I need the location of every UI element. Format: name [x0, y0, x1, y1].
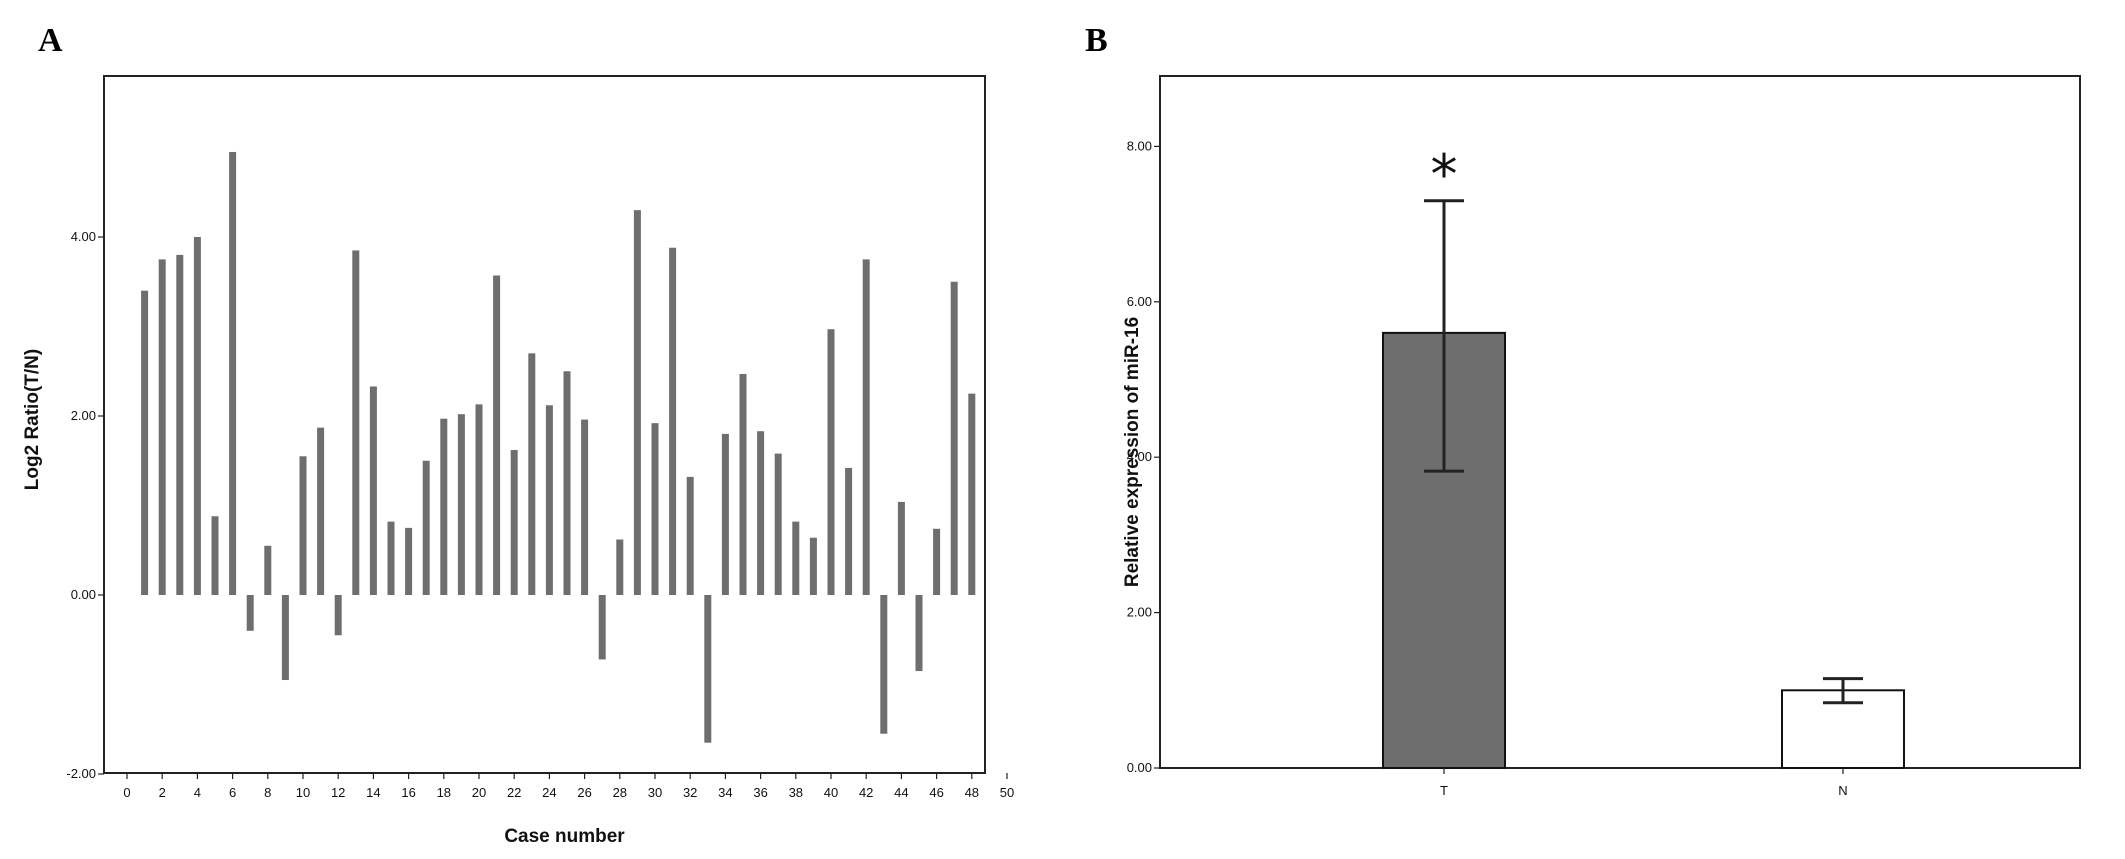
- chart-a-x-tick-label: 22: [507, 785, 521, 800]
- chart-b-significance-annotation: *: [1431, 143, 1458, 206]
- chart-b-plot-frame: [1159, 75, 2081, 769]
- chart-a-bar-case-35: [739, 373, 747, 595]
- chart-a-x-tick-label: 50: [1000, 785, 1014, 800]
- chart-a-x-tick-label: 40: [824, 785, 838, 800]
- chart-a-x-tick-label: 44: [894, 785, 908, 800]
- chart-a-bar-case-16: [405, 527, 413, 595]
- chart-a-bar-case-26: [581, 419, 589, 595]
- chart-a-bar-case-38: [792, 521, 800, 595]
- chart-a-bar-case-14: [369, 386, 377, 595]
- chart-a-bar-case-12: [334, 595, 342, 636]
- chart-a-x-axis-label: Case number: [504, 826, 625, 847]
- chart-a-bar-case-40: [827, 329, 835, 595]
- chart-b-relative-expression: T N * 0.00 2.00 4.00 6.00 8.00 Relative expressi…: [1122, 75, 2081, 798]
- chart-a-bar-case-5: [211, 516, 219, 595]
- chart-a-bar-case-22: [510, 450, 518, 595]
- chart-a-bar-case-17: [422, 460, 430, 595]
- chart-a-x-tick-label: 36: [753, 785, 767, 800]
- chart-a-x-tick-label: 30: [648, 785, 662, 800]
- chart-a-bar-case-24: [545, 405, 553, 595]
- chart-a-bar-case-21: [493, 275, 501, 595]
- panel-a-label: A: [38, 22, 63, 59]
- chart-a-bar-case-29: [633, 210, 641, 595]
- chart-a-bar-case-30: [651, 423, 659, 595]
- chart-a-y-tick-label: 2.00: [71, 408, 96, 423]
- chart-a-bar-case-45: [915, 595, 923, 672]
- chart-a-bar-case-46: [933, 528, 941, 595]
- chart-a-bar-case-34: [721, 433, 729, 595]
- chart-a-bar-case-48: [968, 393, 976, 595]
- panel-b-label: B: [1085, 22, 1108, 59]
- chart-a-bar-case-15: [387, 521, 395, 595]
- chart-b-y-tick-label: 8.00: [1127, 138, 1152, 153]
- chart-a-x-tick-label: 6: [229, 785, 236, 800]
- chart-a-bar-case-2: [158, 259, 166, 595]
- chart-a-y-tick-label: -2.00: [66, 766, 96, 781]
- chart-b-y-tick-label: 4.00: [1127, 449, 1152, 464]
- chart-a-bar-case-9: [281, 595, 289, 681]
- chart-a-bar-case-36: [757, 431, 765, 595]
- chart-a-plot-frame: [103, 75, 986, 774]
- chart-a-bar-case-43: [880, 595, 888, 734]
- chart-a-bar-case-4: [193, 237, 201, 595]
- chart-b-y-tick-label: 2.00: [1127, 605, 1152, 620]
- chart-a-x-tick-label: 20: [472, 785, 486, 800]
- chart-a-bar-case-20: [475, 404, 483, 595]
- chart-a-bar-case-25: [563, 371, 571, 595]
- chart-a-bar-case-33: [704, 595, 712, 743]
- chart-a-x-tick-label: 46: [929, 785, 943, 800]
- chart-a-bar-case-44: [897, 501, 905, 595]
- chart-a-y-tick-label: 0.00: [71, 587, 96, 602]
- chart-a-bar-case-1: [141, 290, 149, 595]
- chart-a-bar-case-31: [669, 247, 677, 596]
- chart-a-bar-case-6: [229, 151, 237, 595]
- chart-a-y-axis-label: Log2 Ratio(T/N): [22, 349, 43, 490]
- chart-b-x-tick-label: T: [1440, 783, 1448, 798]
- chart-a-x-tick-label: 2: [159, 785, 166, 800]
- chart-a-bar-case-47: [950, 281, 958, 595]
- chart-a-x-tick-label: 0: [123, 785, 130, 800]
- chart-a-bar-case-37: [774, 453, 782, 595]
- chart-a-x-tick-label: 42: [859, 785, 873, 800]
- chart-a-bar-case-28: [616, 539, 624, 595]
- chart-b-y-tick-label: 0.00: [1127, 760, 1152, 775]
- chart-a-bar-case-7: [246, 595, 254, 631]
- chart-a-x-tick-label: 26: [577, 785, 591, 800]
- chart-b-y-axis-label: Relative expression of miR-16: [1122, 317, 1143, 587]
- chart-a-bar-case-39: [809, 537, 817, 595]
- chart-a-bar-case-41: [845, 467, 853, 595]
- chart-a-x-tick-label: 16: [401, 785, 415, 800]
- chart-a-bar-case-3: [176, 254, 184, 595]
- chart-a-bar-case-27: [598, 595, 606, 660]
- chart-a-x-tick-label: 28: [613, 785, 627, 800]
- chart-a-bar-case-8: [264, 545, 272, 595]
- chart-a-x-tick-label: 14: [366, 785, 380, 800]
- chart-b-y-tick-label: 6.00: [1127, 294, 1152, 309]
- chart-a-bar-case-13: [352, 250, 360, 596]
- chart-a-x-tick-label: 4: [194, 785, 201, 800]
- chart-a-x-tick-label: 38: [789, 785, 803, 800]
- chart-a-x-tick-label: 34: [718, 785, 732, 800]
- chart-a-x-tick-label: 18: [437, 785, 451, 800]
- chart-a-bar-case-10: [299, 456, 307, 595]
- chart-a-bar-case-42: [862, 259, 870, 595]
- chart-a-x-tick-label: 24: [542, 785, 556, 800]
- chart-a-bar-case-23: [528, 353, 536, 595]
- chart-a-x-tick-label: 8: [264, 785, 271, 800]
- chart-a-x-tick-label: 48: [965, 785, 979, 800]
- chart-a-y-tick-label: 4.00: [71, 229, 96, 244]
- chart-a-x-tick-label: 32: [683, 785, 697, 800]
- chart-a-x-tick-label: 12: [331, 785, 345, 800]
- chart-a-x-tick-label: 10: [296, 785, 310, 800]
- chart-a-bar-case-19: [457, 414, 465, 595]
- chart-a-bar-case-32: [686, 476, 694, 595]
- chart-a-case-log2-ratio: 0 2 4 6 8 10 12 14 16 18 20 22 24 26 28 30 32 34 36 38 40 42 4…: [22, 75, 1014, 847]
- chart-a-bar-case-11: [317, 427, 325, 595]
- chart-a-bar-case-18: [440, 418, 448, 595]
- chart-b-x-tick-label: N: [1838, 783, 1847, 798]
